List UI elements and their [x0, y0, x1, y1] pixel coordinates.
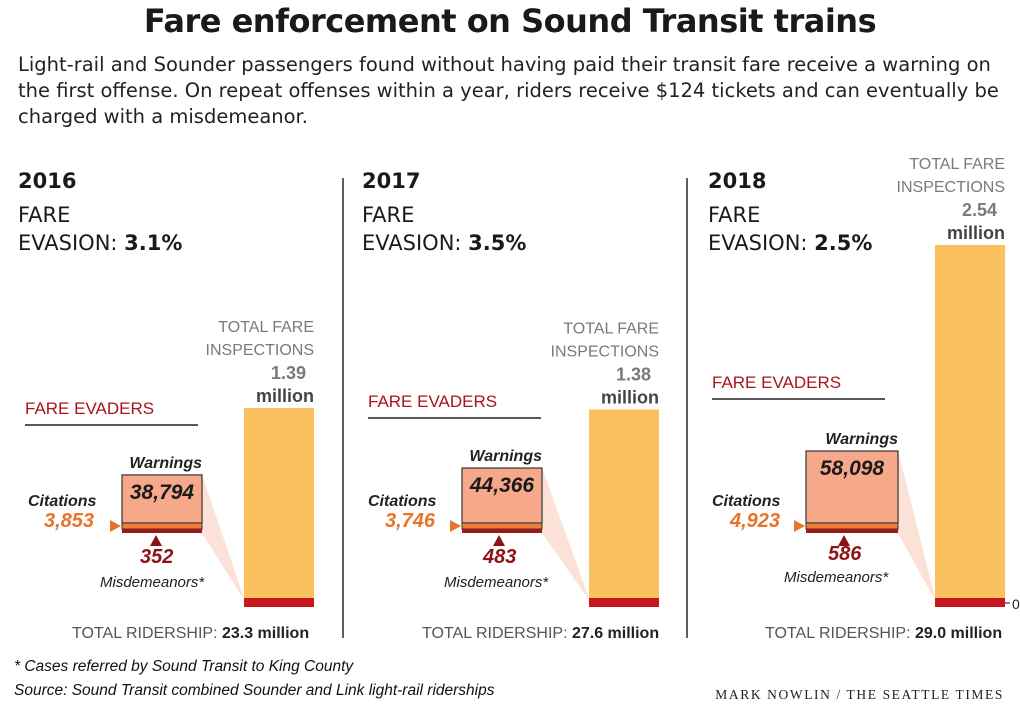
citations-arrow — [450, 520, 461, 532]
misdemeanors-arrow — [493, 535, 505, 546]
misdemeanors-value: 586 — [828, 543, 862, 565]
evasion-label: EVASION: — [362, 231, 468, 255]
year-label: 2018 — [708, 169, 766, 193]
misdemeanors-bar — [122, 529, 202, 533]
ridership-value: 29.0 million — [915, 625, 1002, 642]
citations-label: Citations — [28, 493, 97, 510]
evasion-value: 3.5% — [468, 231, 526, 255]
inspections-bar — [244, 407, 314, 605]
misdemeanors-arrow — [150, 535, 162, 546]
fare-evaders-label: FARE EVADERS — [712, 373, 841, 392]
citations-arrow — [794, 520, 805, 532]
warnings-value: 58,098 — [820, 457, 885, 480]
ridership-label: TOTAL RIDERSHIP: — [422, 625, 572, 642]
warnings-bar — [805, 450, 899, 524]
chart-subtitle: Light-rail and Sounder passengers found … — [18, 53, 999, 128]
misdemeanors-bar — [462, 529, 542, 533]
inspections-unit: million — [947, 223, 1005, 243]
source-note: Source: Sound Transit combined Sounder a… — [14, 682, 495, 699]
zero-tick-label: 0 — [1012, 596, 1020, 612]
misdemeanors-arrow — [838, 535, 850, 546]
warnings-bar — [121, 474, 203, 524]
total-ridership-text: TOTAL RIDERSHIP: 27.6 million — [422, 625, 659, 642]
citations-value: 3,853 — [44, 510, 94, 532]
zoom-wedge — [898, 451, 935, 600]
total-ridership-text: TOTAL RIDERSHIP: 29.0 million — [765, 625, 1002, 642]
zoom-wedge — [202, 474, 244, 600]
inspections-bar — [935, 245, 1005, 605]
total-ridership-text: TOTAL RIDERSHIP: 23.3 million — [72, 625, 309, 642]
credit-line: MARK NOWLIN / THE SEATTLE TIMES — [715, 687, 1004, 702]
citations-value: 3,746 — [385, 510, 436, 532]
ridership-label: TOTAL RIDERSHIP: — [72, 625, 222, 642]
evasion-label: EVASION: — [708, 231, 814, 255]
citations-label: Citations — [368, 493, 437, 510]
misdemeanors-label: Misdemeanors* — [784, 569, 889, 586]
fare-label: FARE — [362, 203, 414, 227]
fare-evasion-text: EVASION: 3.5% — [362, 231, 526, 255]
citations-label: Citations — [712, 493, 781, 510]
footnote: * Cases referred by Sound Transit to Kin… — [14, 658, 354, 675]
inspections-value: 1.38 — [616, 364, 651, 384]
ridership-value: 23.3 million — [222, 625, 309, 642]
warnings-value: 38,794 — [130, 481, 195, 504]
citations-bar — [805, 522, 899, 530]
warnings-label: Warnings — [469, 448, 542, 465]
misdemeanors-value: 483 — [482, 546, 516, 568]
citations-value: 4,923 — [729, 510, 780, 532]
misdemeanors-label: Misdemeanors* — [444, 574, 549, 591]
chart-title: Fare enforcement on Sound Transit trains — [143, 2, 877, 40]
inspections-value: 1.39 — [271, 363, 306, 383]
ridership-base-strip — [935, 598, 1005, 607]
ridership-base-strip — [589, 598, 659, 607]
warnings-label: Warnings — [825, 431, 898, 448]
misdemeanors-bar — [806, 529, 898, 533]
misdemeanors-label: Misdemeanors* — [100, 574, 205, 591]
fare-evasion-text: EVASION: 3.1% — [18, 231, 182, 255]
zoom-wedge — [542, 468, 589, 600]
warnings-value: 44,366 — [469, 474, 535, 497]
ridership-value: 27.6 million — [572, 625, 659, 642]
evasion-value: 2.5% — [814, 231, 872, 255]
evasion-label: EVASION: — [18, 231, 124, 255]
inspections-bar — [589, 409, 659, 605]
year-label: 2017 — [362, 169, 420, 193]
inspections-label-line2: INSPECTIONS — [551, 343, 659, 360]
inspections-label-line1: TOTAL FARE — [909, 156, 1005, 173]
citations-arrow — [110, 520, 121, 532]
inspections-unit: million — [601, 387, 659, 407]
fare-label: FARE — [18, 203, 70, 227]
inspections-label-line1: TOTAL FARE — [563, 320, 659, 337]
inspections-unit: million — [256, 386, 314, 406]
citations-bar — [121, 522, 203, 530]
inspections-value: 2.54 — [962, 200, 997, 220]
inspections-label-line1: TOTAL FARE — [218, 319, 314, 336]
misdemeanors-value: 352 — [140, 546, 173, 568]
inspections-label-line2: INSPECTIONS — [897, 179, 1005, 196]
citations-bar — [461, 522, 543, 530]
fare-evaders-label: FARE EVADERS — [25, 399, 154, 418]
ridership-base-strip — [244, 598, 314, 607]
fare-evaders-label: FARE EVADERS — [368, 392, 497, 411]
evasion-value: 3.1% — [124, 231, 182, 255]
year-label: 2016 — [18, 169, 76, 193]
fare-enforcement-chart: 2016 FARE EVASION: 3.1% TOTAL FARE INSPECTIO… — [18, 156, 1020, 642]
warnings-label: Warnings — [129, 455, 202, 472]
inspections-label-line2: INSPECTIONS — [206, 342, 314, 359]
warnings-bar — [461, 467, 543, 524]
fare-label: FARE — [708, 203, 760, 227]
ridership-label: TOTAL RIDERSHIP: — [765, 625, 915, 642]
fare-evasion-text: EVASION: 2.5% — [708, 231, 872, 255]
